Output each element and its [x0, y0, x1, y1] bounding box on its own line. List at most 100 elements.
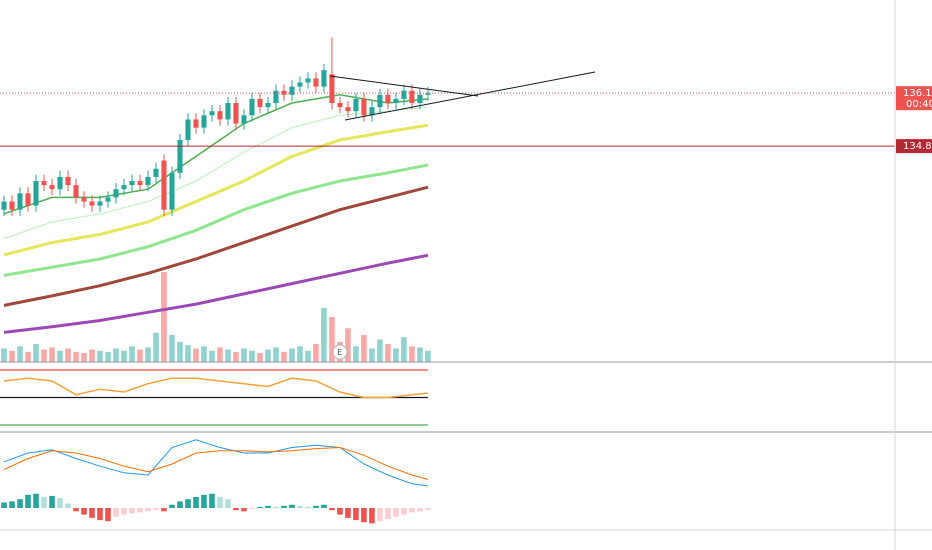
candle-body — [89, 201, 95, 206]
histogram-bar — [137, 508, 143, 513]
indicator-line — [3, 439, 428, 487]
volume-bar — [393, 348, 399, 362]
candle-body — [393, 98, 399, 104]
volume-bar — [49, 347, 55, 362]
histogram-bar — [89, 508, 95, 518]
last-price-box — [896, 86, 932, 111]
histogram-bar — [177, 501, 183, 509]
volume-bar — [297, 346, 303, 362]
histogram-bar — [377, 508, 383, 522]
volume-bar — [57, 350, 63, 362]
volume-bar — [345, 328, 351, 362]
volume-bar — [129, 346, 135, 362]
volume-bar — [281, 351, 287, 362]
histogram-bar — [81, 508, 87, 515]
volume-bar — [169, 335, 175, 362]
histogram-bar — [185, 499, 191, 509]
candle-body — [169, 172, 175, 210]
volume-bar — [425, 350, 431, 362]
volume-bar — [225, 349, 231, 362]
histogram-bar — [113, 508, 119, 517]
histogram-bar — [153, 508, 159, 511]
volume-bar — [41, 349, 47, 362]
candle-body — [289, 86, 295, 95]
volume-bar — [353, 346, 359, 362]
last-price-label: 136.14 — [903, 88, 932, 99]
volume-bar — [89, 349, 95, 362]
volume-bar — [97, 350, 103, 362]
volume-bar — [121, 350, 127, 362]
histogram-bar — [345, 508, 351, 518]
candle-body — [321, 70, 327, 87]
volume-bar — [313, 344, 319, 362]
histogram-bar — [105, 508, 111, 522]
histogram-bar — [393, 508, 399, 517]
candle-body — [265, 103, 271, 108]
histogram-bar — [201, 494, 207, 509]
histogram-bar — [257, 506, 263, 509]
volume-bar — [321, 308, 327, 362]
candle-body — [81, 197, 87, 202]
candle-body — [401, 90, 407, 99]
volume-bar — [305, 350, 311, 362]
histogram-bar — [17, 499, 23, 509]
volume-bar — [385, 344, 391, 362]
volume-bar — [401, 337, 407, 362]
candle-body — [425, 93, 431, 95]
candle-body — [385, 94, 391, 104]
candle-body — [65, 176, 71, 186]
histogram-bar — [313, 505, 319, 509]
candle-body — [369, 107, 375, 116]
candle-body — [97, 201, 103, 206]
volume-bar — [289, 348, 295, 362]
histogram-bar — [49, 495, 55, 509]
histogram-bar — [161, 508, 167, 512]
histogram-bar — [41, 497, 47, 509]
histogram-bar — [97, 508, 103, 521]
candle-body — [241, 115, 247, 124]
volume-bar — [25, 351, 31, 362]
histogram-bar — [145, 508, 151, 512]
candle-body — [233, 103, 239, 124]
trendline — [329, 75, 479, 97]
histogram-bar — [281, 505, 287, 509]
volume-bar — [81, 353, 87, 362]
candle-body — [217, 111, 223, 120]
volume-bar — [265, 349, 271, 362]
volume-bar — [257, 353, 263, 362]
histogram-bar — [409, 508, 415, 513]
countdown-label: 00:40 — [906, 99, 932, 110]
histogram-bar — [305, 506, 311, 509]
volume-bar — [417, 347, 423, 362]
volume-bar — [145, 347, 151, 362]
histogram-bar — [361, 508, 367, 523]
indicator-line — [3, 377, 428, 399]
candle-body — [249, 98, 255, 116]
candle-body — [209, 111, 215, 116]
candle-body — [57, 176, 63, 190]
candle-body — [313, 78, 319, 87]
histogram-bar — [225, 499, 231, 509]
candle-body — [25, 193, 31, 206]
histogram-bar — [9, 501, 15, 509]
candle-body — [145, 176, 151, 186]
candle-body — [185, 119, 191, 140]
histogram-bar — [369, 508, 375, 524]
candle-body — [337, 103, 343, 108]
volume-bar — [153, 332, 159, 362]
candle-body — [153, 168, 159, 177]
candle-body — [105, 197, 111, 202]
volume-bar — [329, 317, 335, 362]
candle-body — [129, 181, 135, 186]
histogram-bar — [169, 504, 175, 509]
histogram-bar — [425, 508, 431, 511]
histogram-bar — [273, 506, 279, 509]
histogram-bar — [241, 508, 247, 512]
candle-body — [177, 139, 183, 173]
candle-body — [33, 181, 39, 206]
volume-bar — [201, 346, 207, 362]
volume-bar — [161, 272, 167, 362]
histogram-bar — [217, 497, 223, 509]
candle-body — [329, 74, 335, 104]
